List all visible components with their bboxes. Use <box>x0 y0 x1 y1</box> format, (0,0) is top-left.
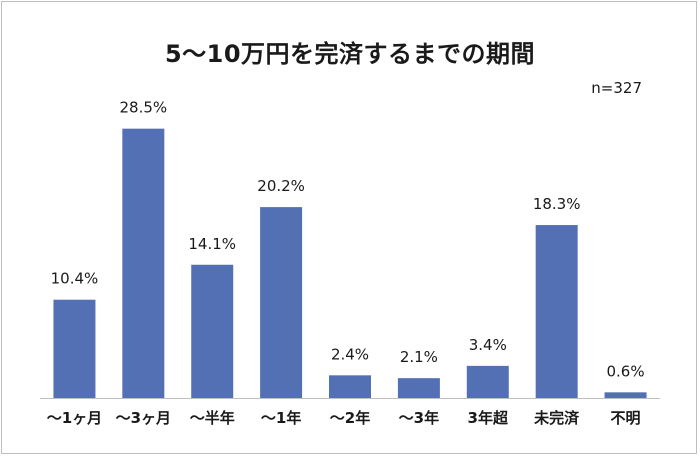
bar-value-label: 28.5% <box>120 99 168 117</box>
bar-value-label: 3.4% <box>469 336 507 354</box>
bar <box>260 207 303 398</box>
category-label: ～半年 <box>190 409 235 427</box>
category-label: 3年超 <box>468 409 509 427</box>
bar <box>397 378 440 398</box>
bar-value-label: 20.2% <box>257 177 305 195</box>
bar <box>535 225 578 398</box>
category-label: 未完済 <box>533 409 580 427</box>
category-label: ～1年 <box>261 409 301 427</box>
bar <box>466 365 509 398</box>
bar-value-label: 0.6% <box>607 362 645 380</box>
category-label: ～3ヶ月 <box>116 409 171 427</box>
bar <box>329 375 371 398</box>
category-label: ～2年 <box>330 409 370 427</box>
bar <box>122 128 165 399</box>
bar-value-label: 2.4% <box>331 345 369 363</box>
chart-title: 5～10万円を完済するまでの期間 <box>164 40 536 68</box>
bar <box>604 392 647 398</box>
bar-value-label: 14.1% <box>188 235 236 253</box>
bar-value-label: 2.1% <box>400 348 438 366</box>
bar-value-label: 18.3% <box>533 195 581 213</box>
category-label: ～1ヶ月 <box>47 409 102 427</box>
bar <box>53 299 96 398</box>
bar-value-label: 10.4% <box>51 270 99 288</box>
sample-size-note: n=327 <box>591 79 642 97</box>
category-label: 不明 <box>611 409 641 427</box>
bar <box>191 264 234 398</box>
category-label: ～3年 <box>399 409 439 427</box>
